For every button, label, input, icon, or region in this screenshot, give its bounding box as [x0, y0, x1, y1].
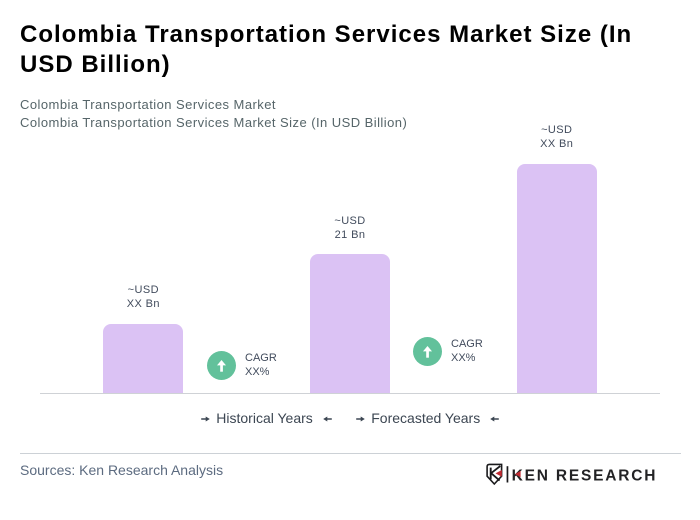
svg-text:KEN RESEARCH: KEN RESEARCH [512, 467, 658, 484]
